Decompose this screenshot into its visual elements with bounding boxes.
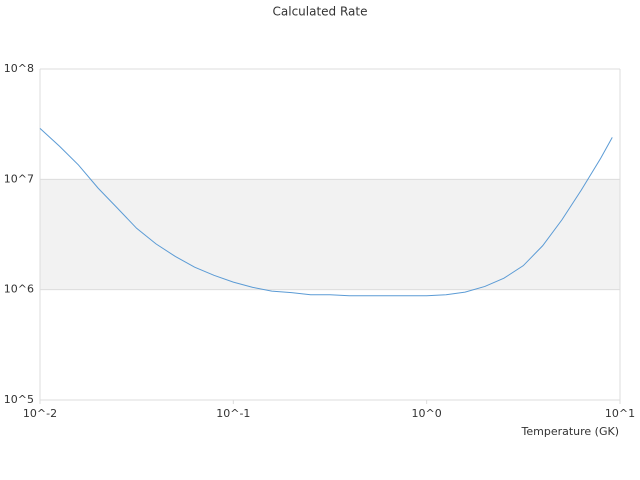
x-tick-label: 10^0: [412, 407, 442, 420]
y-tick-label: 10^5: [4, 393, 34, 406]
x-tick-label: 10^1: [605, 407, 635, 420]
y-tick-label: 10^6: [4, 283, 34, 296]
grid-band: [40, 179, 620, 290]
line-series: [39, 127, 613, 297]
x-tick-label: 10^-2: [23, 407, 57, 420]
y-tick-label: 10^8: [4, 62, 34, 75]
y-tick-label: 10^7: [4, 172, 34, 185]
x-axis-label: Temperature (GK): [521, 425, 620, 438]
x-tick-label: 10^-1: [216, 407, 250, 420]
chart-title: Calculated Rate: [273, 5, 368, 19]
